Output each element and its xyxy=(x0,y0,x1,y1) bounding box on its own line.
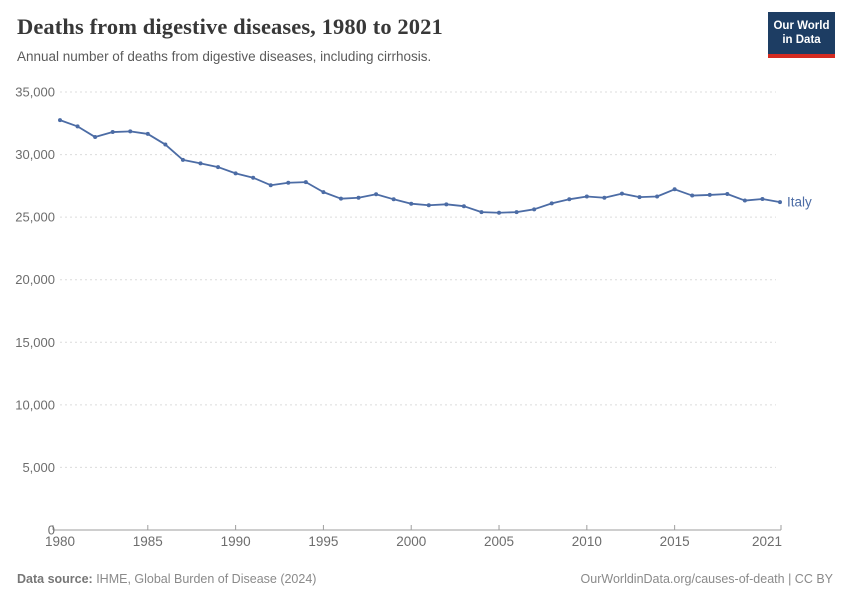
data-source-note: Data source: IHME, Global Burden of Dise… xyxy=(17,572,316,586)
svg-text:1995: 1995 xyxy=(308,534,338,549)
svg-text:5,000: 5,000 xyxy=(22,460,55,475)
chart-footer: Data source: IHME, Global Burden of Dise… xyxy=(17,572,833,586)
owid-logo-red-bar xyxy=(768,53,835,58)
svg-text:2010: 2010 xyxy=(572,534,602,549)
svg-text:2015: 2015 xyxy=(660,534,690,549)
chart-title: Deaths from digestive diseases, 1980 to … xyxy=(17,14,443,39)
series-label-italy: Italy xyxy=(787,195,812,210)
owid-logo-box: Our World in Data xyxy=(768,12,835,54)
svg-text:15,000: 15,000 xyxy=(15,335,55,350)
chart-header: Deaths from digestive diseases, 1980 to … xyxy=(17,12,835,64)
svg-text:10,000: 10,000 xyxy=(15,397,55,412)
owid-logo[interactable]: Our World in Data xyxy=(768,12,835,58)
svg-text:2000: 2000 xyxy=(396,534,426,549)
svg-text:35,000: 35,000 xyxy=(15,85,55,100)
line-chart-svg: 0 5,000 10,000 15,000 20,000 25,000 30,000 35,0… xyxy=(15,85,812,550)
svg-text:30,000: 30,000 xyxy=(15,147,55,162)
owid-logo-line1: Our World xyxy=(773,20,830,32)
svg-text:25,000: 25,000 xyxy=(15,210,55,225)
svg-text:1985: 1985 xyxy=(133,534,163,549)
owid-logo-line2: in Data xyxy=(782,34,821,47)
svg-text:0: 0 xyxy=(48,523,55,538)
plot-area: 0 5,000 10,000 15,000 20,000 25,000 30,000 35,0… xyxy=(0,80,850,555)
license-label: | CC BY xyxy=(784,572,833,586)
data-source-label: Data source: xyxy=(17,572,93,586)
svg-text:2021: 2021 xyxy=(752,534,782,549)
svg-text:20,000: 20,000 xyxy=(15,272,55,287)
chart-subtitle: Annual number of deaths from digestive d… xyxy=(17,49,432,64)
data-source-value: IHME, Global Burden of Disease (2024) xyxy=(92,572,317,586)
svg-text:1980: 1980 xyxy=(45,534,75,549)
svg-text:1990: 1990 xyxy=(221,534,251,549)
svg-text:2005: 2005 xyxy=(484,534,514,549)
attribution-note: OurWorldinData.org/causes-of-death | CC … xyxy=(581,572,833,586)
owid-url-link[interactable]: OurWorldinData.org/causes-of-death xyxy=(580,572,785,586)
